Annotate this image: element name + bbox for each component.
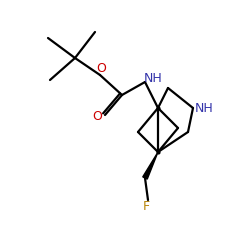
- Text: NH: NH: [194, 102, 214, 116]
- Text: O: O: [96, 62, 106, 76]
- Polygon shape: [143, 152, 158, 179]
- Text: O: O: [92, 110, 102, 122]
- Text: NH: NH: [144, 72, 163, 86]
- Text: F: F: [142, 200, 150, 213]
